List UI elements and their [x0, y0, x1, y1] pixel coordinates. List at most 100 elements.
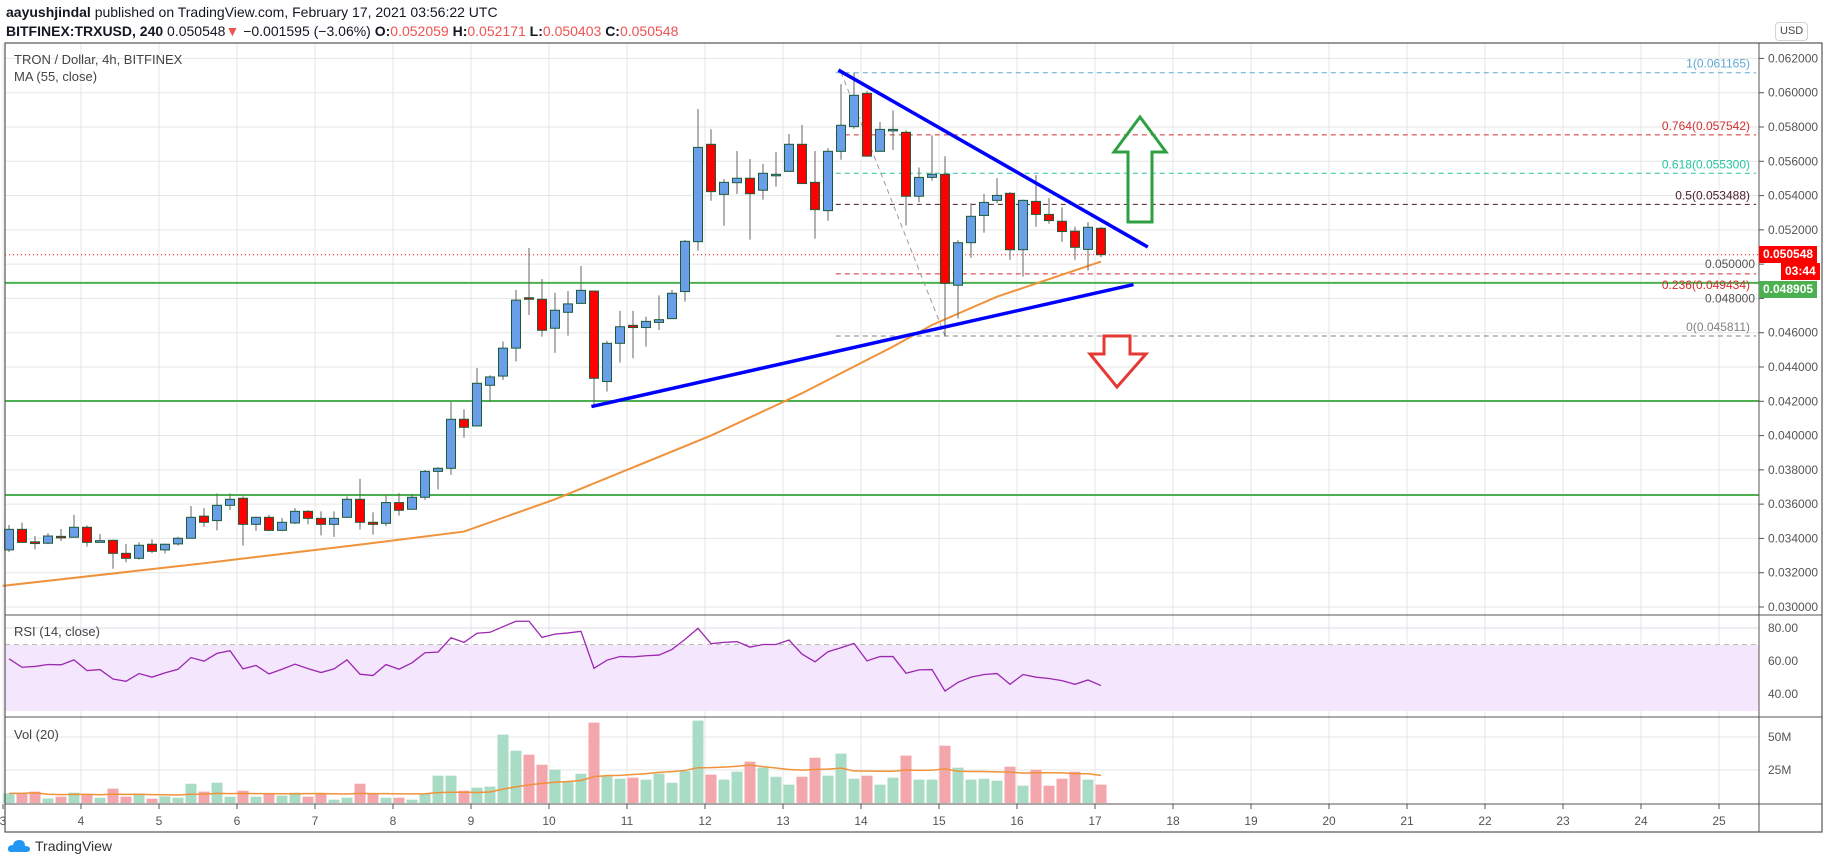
drawings[interactable] — [591, 68, 1149, 409]
volume-bar — [523, 754, 535, 803]
candle-up — [992, 194, 1002, 201]
candle-up — [719, 181, 729, 195]
volume-bar — [367, 793, 379, 803]
publish-text: published on TradingView.com, February 1… — [94, 4, 498, 20]
price-change: −0.001595 (−3.06%) — [243, 23, 371, 39]
volume-tick-label: 50M — [1768, 730, 1791, 744]
candle-down — [810, 181, 820, 211]
volume-bar — [874, 784, 886, 803]
candle-down — [1096, 227, 1106, 256]
candle-up — [4, 528, 14, 551]
volume-bar — [1043, 785, 1055, 803]
candle-down — [17, 528, 27, 543]
time-tick-label: 14 — [854, 814, 868, 828]
volume-bar — [198, 791, 210, 803]
candle-up — [849, 94, 859, 128]
volume-bar — [1056, 778, 1068, 803]
price-tick-label: 0.052000 — [1768, 223, 1818, 237]
volume-bar — [81, 794, 93, 803]
volume-ma-line — [9, 764, 1102, 796]
time-tick-label: 19 — [1244, 814, 1258, 828]
candle-up — [732, 177, 742, 184]
candle-up — [602, 342, 612, 383]
volume-bar — [965, 779, 977, 803]
candle-up — [329, 517, 339, 525]
volume-bar — [835, 753, 847, 803]
volume-bar — [328, 799, 340, 803]
candle-up — [186, 516, 196, 539]
volume-bar — [107, 788, 119, 803]
fib-level-label: 0(0.045811) — [1686, 320, 1750, 334]
candle-down — [524, 297, 534, 300]
candle-down — [1070, 230, 1080, 248]
candle-up — [290, 510, 300, 524]
candle-down — [537, 298, 547, 331]
candle-up — [680, 240, 690, 293]
volume-bar — [939, 745, 951, 803]
volume-bar — [679, 771, 691, 803]
candle-up — [641, 320, 651, 329]
volume-bar — [848, 778, 860, 803]
volume-bar — [770, 776, 782, 803]
volume-bar — [757, 767, 769, 803]
volume-bar — [926, 779, 938, 803]
countdown-badge: 03:44 — [1781, 263, 1820, 280]
low-label: L: — [529, 23, 543, 39]
candle-up — [95, 540, 105, 543]
descending-trendline[interactable] — [837, 68, 1149, 249]
ascending-trendline[interactable] — [591, 282, 1134, 409]
candle-up — [251, 516, 261, 525]
candle-down — [264, 516, 274, 531]
volume-bar — [1004, 766, 1016, 803]
candle-up — [212, 504, 222, 522]
fib-level-label: 0.618(0.055300) — [1662, 157, 1750, 171]
volume-bar — [55, 796, 67, 803]
time-tick-label: 17 — [1088, 814, 1102, 828]
candle-down — [316, 517, 326, 525]
rsi-band — [5, 645, 1759, 711]
ma-legend[interactable]: MA (55, close) — [14, 69, 98, 84]
volume-bar — [172, 797, 184, 803]
candle-up — [927, 173, 937, 178]
ma55-line — [2, 260, 1102, 587]
currency-button[interactable]: USD — [1775, 22, 1809, 41]
volume-bar — [341, 797, 353, 803]
time-tick-label: 11 — [621, 814, 634, 828]
candle-up — [654, 319, 664, 323]
candle-up — [1018, 199, 1028, 251]
candle-up — [43, 535, 53, 544]
volume-bar — [159, 796, 171, 803]
candle-up — [498, 347, 508, 377]
candle-down — [797, 143, 807, 185]
candle-up — [381, 502, 391, 524]
high-value: 0.052171 — [467, 23, 526, 39]
volume-bar — [913, 779, 925, 803]
candle-down — [901, 131, 911, 197]
volume-bar — [601, 776, 613, 803]
author-name[interactable]: aayushjindal — [6, 4, 91, 20]
volume-legend[interactable]: Vol (20) — [14, 727, 59, 742]
time-tick-label: 24 — [1634, 814, 1648, 828]
candle-down — [940, 173, 950, 284]
volume-pane — [3, 720, 1107, 803]
time-tick-label: 22 — [1478, 814, 1492, 828]
time-tick-label: 9 — [468, 814, 475, 828]
low-value: 0.050403 — [542, 23, 602, 39]
rsi-pane — [8, 620, 1102, 692]
time-tick-label: 21 — [1400, 814, 1414, 828]
candle-up — [966, 215, 976, 244]
rsi-legend[interactable]: RSI (14, close) — [14, 624, 100, 639]
candle-down — [706, 143, 716, 193]
time-tick-label: 10 — [542, 814, 556, 828]
volume-bar — [432, 775, 444, 803]
time-tick-label: 6 — [234, 814, 241, 828]
tradingview-logo[interactable]: TradingView — [8, 838, 112, 854]
chart-title-legend[interactable]: TRON / Dollar, 4h, BITFINEX — [14, 52, 183, 67]
candle-up — [134, 544, 144, 559]
volume-bar — [900, 755, 912, 803]
candle-up — [485, 376, 495, 386]
candle-up — [823, 150, 833, 212]
volume-bar — [822, 775, 834, 803]
publish-info: aayushjindal published on TradingView.co… — [6, 4, 498, 20]
